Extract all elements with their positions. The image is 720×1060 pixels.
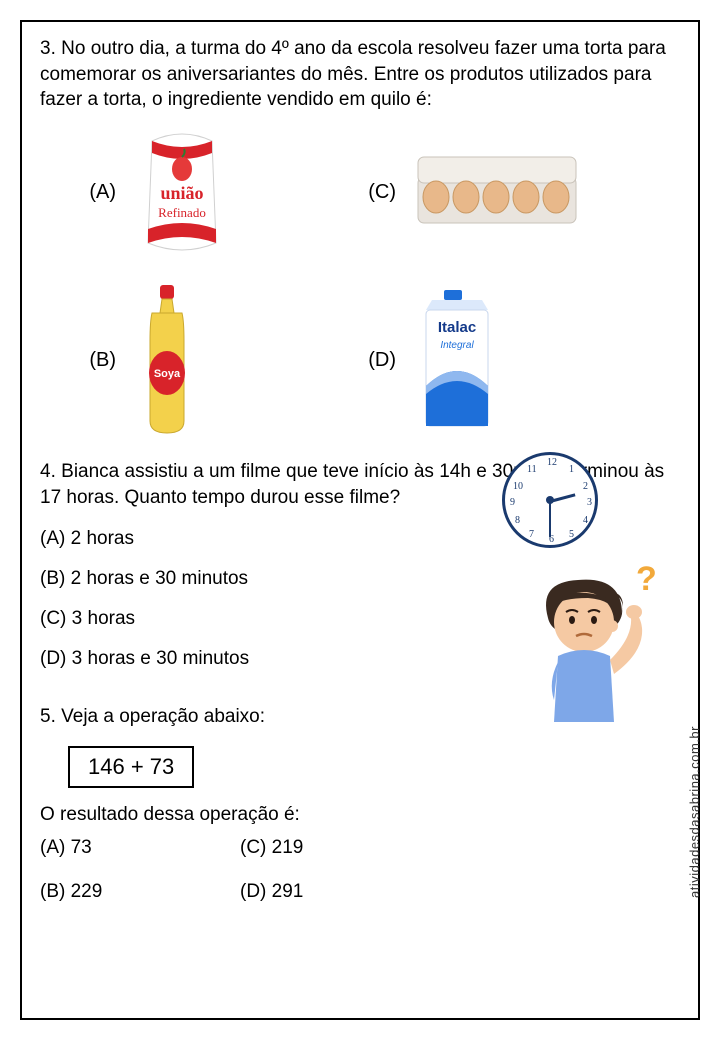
q3-option-d[interactable]: (D) Italac Integral [360,281,680,441]
q3-body: No outro dia, a turma do 4º ano da escol… [40,38,666,110]
thinking-boy-icon: ? [518,562,668,732]
svg-text:união: união [160,183,203,203]
milk-carton-icon: Italac Integral [412,286,502,436]
q3-d-label: (D) [360,349,396,372]
watermark: atividadesdasabrina.com.br [687,726,702,898]
q3-text: 3. No outro dia, a turma do 4º ano da es… [40,36,680,113]
q3-a-label: (A) [80,181,116,204]
q5-intro-text: Veja a operação abaixo: [61,706,265,727]
q3-c-label: (C) [360,181,396,204]
clock-minute-hand [549,501,551,537]
svg-text:?: ? [636,562,657,598]
q5-prompt: O resultado dessa operação é: [40,802,680,828]
q3-option-b[interactable]: (B) Soya [40,281,360,441]
q5-number: 5. [40,706,56,727]
q5-option-d[interactable]: (D) 291 [240,881,440,903]
q4-number: 4. [40,461,56,482]
q5-option-b[interactable]: (B) 229 [40,881,240,903]
q5-option-a[interactable]: (A) 73 [40,837,240,859]
q3-option-a[interactable]: (A) união Refinado [40,123,360,263]
oil-bottle-icon: Soya [132,281,202,441]
egg-carton-icon [412,143,582,243]
svg-text:Soya: Soya [154,368,181,380]
q3-option-c[interactable]: (C) [360,123,680,263]
sugar-bag-icon: união Refinado [132,123,232,263]
clock-icon: 12 1 2 3 4 5 6 7 8 9 10 11 [502,452,598,548]
q5-expression-box: 146 + 73 [68,746,194,788]
svg-text:Integral: Integral [440,340,474,351]
q5-options: (A) 73 (C) 219 (B) 229 (D) 291 [40,837,680,903]
worksheet-page: 3. No outro dia, a turma do 4º ano da es… [20,20,700,1020]
svg-text:Refinado: Refinado [158,205,206,220]
q5-option-c[interactable]: (C) 219 [240,837,440,859]
svg-text:Italac: Italac [438,319,476,336]
q3-b-label: (B) [80,349,116,372]
q3-options: (A) união Refinado (C) [40,123,680,441]
q3-number: 3. [40,38,56,59]
